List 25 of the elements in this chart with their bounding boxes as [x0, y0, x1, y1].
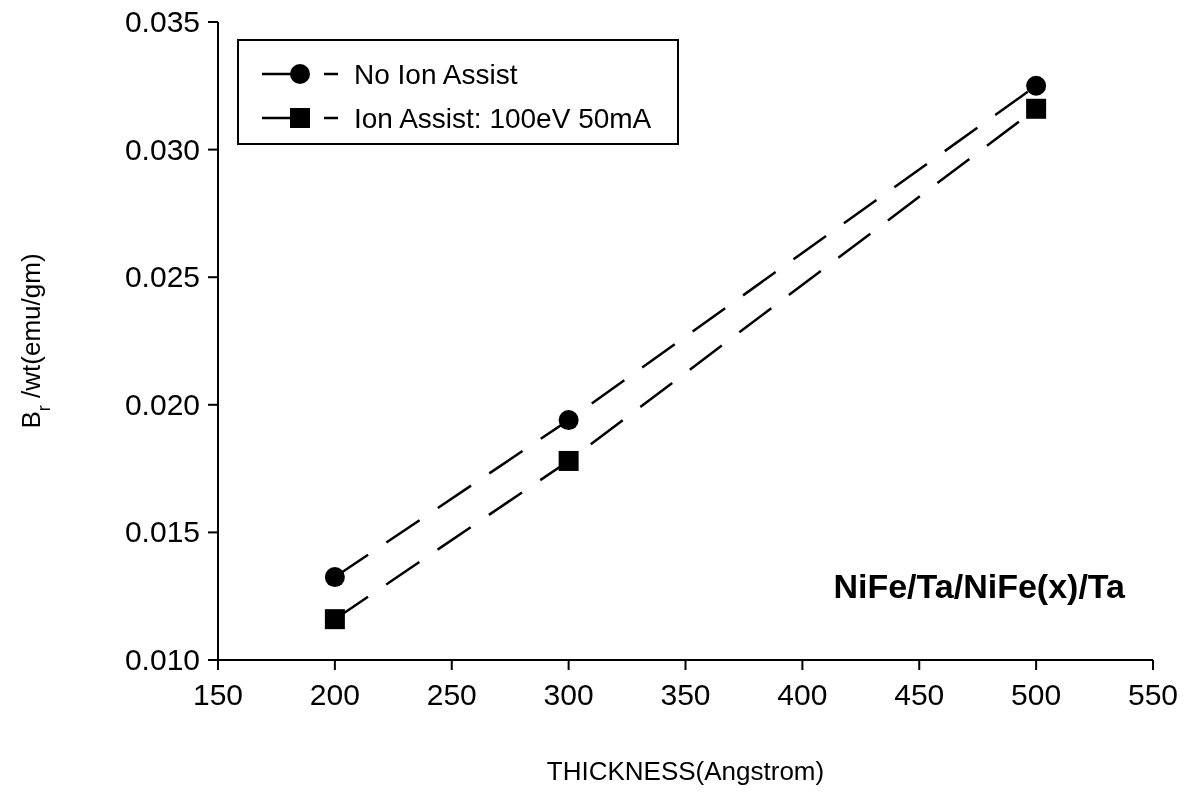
x-tick-label: 200: [309, 678, 360, 711]
point: [1026, 98, 1047, 119]
x-tick-label: 500: [1011, 678, 1062, 711]
point: [558, 410, 579, 431]
x-tick-label: 400: [777, 678, 828, 711]
x-tick-label: 150: [192, 678, 244, 711]
x-tick-label: 350: [660, 678, 711, 711]
y-tick-label: 0.015: [124, 515, 200, 549]
y-tick-label: 0.010: [124, 643, 200, 676]
x-tick-label: 450: [894, 678, 945, 711]
point: [324, 609, 345, 630]
point: [324, 567, 345, 588]
point: [558, 450, 579, 471]
legend-label: No Ion Assist: [354, 59, 518, 90]
x-axis-title: THICKNESS(Angstrom): [546, 756, 825, 786]
x-tick-label: 550: [1127, 678, 1179, 711]
y-tick-label: 0.035: [124, 5, 200, 38]
y-tick-label: 0.030: [124, 132, 200, 166]
x-tick-label: 300: [543, 678, 594, 711]
legend-label: Ion Assist: 100eV 50mA: [354, 103, 652, 134]
annotation: NiFe/Ta/NiFe(x)/Ta: [833, 567, 1127, 605]
y-tick-label: 0.020: [124, 387, 200, 421]
point: [1026, 75, 1047, 96]
y-tick-label: 0.025: [124, 260, 200, 294]
x-tick-label: 250: [426, 678, 477, 711]
